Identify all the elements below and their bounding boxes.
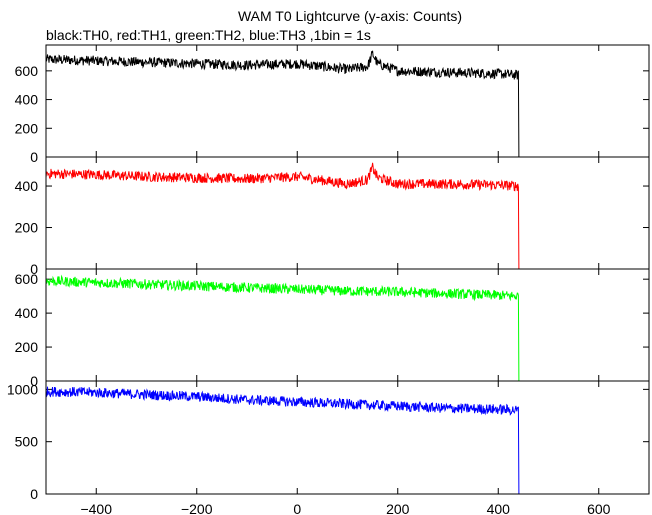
series-line-TH1	[45, 162, 649, 270]
y-tick-label: 400	[15, 92, 39, 108]
y-tick-label: 0	[30, 149, 38, 165]
x-tick-label: 200	[386, 501, 410, 515]
y-tick-label: 200	[15, 339, 39, 355]
y-tick-label: 600	[15, 63, 39, 79]
panel-frame	[45, 268, 650, 382]
y-tick-label: 400	[15, 178, 39, 194]
chart-title: WAM T0 Lightcurve (y-axis: Counts)	[237, 8, 463, 24]
y-tick-label: 0	[30, 486, 38, 502]
x-tick-label: −400	[80, 501, 112, 515]
y-tick-label: 0	[30, 373, 38, 389]
panel-frame	[45, 380, 650, 495]
series-line-TH3	[45, 386, 649, 495]
y-tick-label: 400	[15, 305, 39, 321]
y-tick-label: 0	[30, 261, 38, 277]
chart-subtitle: black:TH0, red:TH1, green:TH2, blue:TH3 …	[46, 27, 371, 43]
series-line-TH0	[45, 50, 649, 158]
x-tick-label: −200	[181, 501, 213, 515]
y-tick-label: 600	[15, 271, 39, 287]
x-tick-label: 600	[587, 501, 611, 515]
x-tick-label: 0	[293, 501, 301, 515]
x-tick-label: 400	[487, 501, 511, 515]
y-tick-label: 500	[15, 434, 39, 450]
series-line-TH2	[45, 274, 649, 382]
y-tick-label: 1000	[7, 381, 38, 397]
y-tick-label: 200	[15, 120, 39, 136]
y-tick-label: 200	[15, 220, 39, 236]
